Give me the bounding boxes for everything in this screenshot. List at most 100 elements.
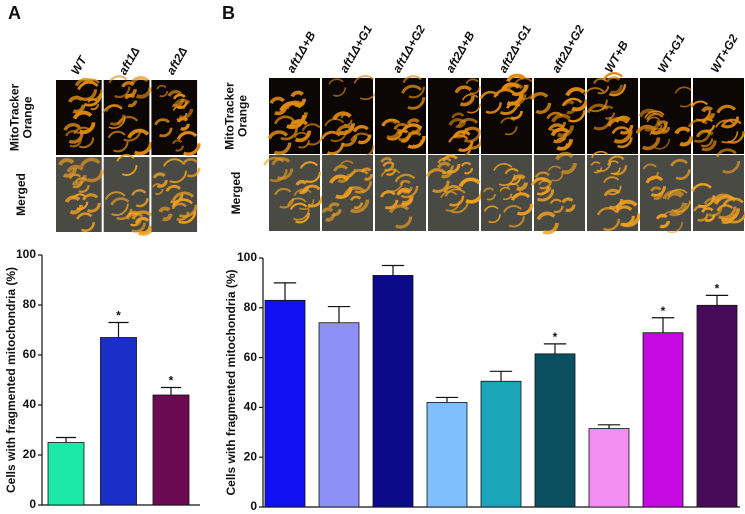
column-label: aft2Δ+B: [443, 29, 478, 75]
column-label: WT+G1: [655, 32, 688, 75]
mitochondria: [590, 150, 612, 172]
mitochondria: [715, 104, 740, 129]
mitochondria: [457, 177, 484, 204]
y-tick-label: 40: [23, 397, 37, 411]
mitochondria: [719, 118, 745, 144]
mitochondria: [352, 124, 372, 145]
mitochondria: [424, 168, 450, 193]
mitochondria: [381, 161, 397, 176]
mitochondria: [162, 158, 188, 184]
mitochondria: [320, 130, 345, 155]
mitochondria: [73, 77, 98, 101]
y-tick-label: 80: [244, 300, 258, 314]
column-label: WT: [68, 52, 90, 77]
mitochondria: [689, 100, 711, 122]
mitochondria: [75, 212, 95, 232]
mitochondria: [592, 77, 610, 95]
mitochondria: [460, 161, 474, 175]
mitochondria: [701, 118, 715, 132]
bar: [696, 304, 738, 508]
mitochondria: [327, 202, 342, 217]
mitochondria: [400, 123, 426, 149]
bar: [642, 332, 684, 508]
mitochondria: [439, 190, 461, 212]
mitochondria: [71, 193, 89, 211]
mitochondria: [388, 204, 413, 229]
mitochondria: [436, 157, 454, 175]
mitochondria: [172, 93, 188, 110]
mitochondria: [660, 210, 684, 234]
significance-marker: *: [715, 282, 720, 296]
row-label: Orange: [21, 96, 35, 138]
y-tick-label: 0: [250, 499, 257, 513]
y-tick-label: 100: [237, 250, 257, 264]
mitochondria: [483, 205, 501, 224]
mitochondria: [68, 173, 84, 189]
column-label: WT+G2: [708, 32, 741, 75]
mitochondria: [656, 120, 671, 134]
mitochondria: [181, 158, 201, 178]
mitochondria: [299, 161, 321, 183]
y-tick-label: 60: [244, 350, 258, 364]
mitochondria: [327, 78, 347, 97]
mitochondria: [613, 199, 642, 228]
column-label: aft1Δ+G1: [337, 22, 375, 75]
mitochondria: [284, 100, 308, 125]
mitochondria: [406, 118, 422, 135]
mitochondria: [714, 148, 741, 174]
mitochondria: [673, 126, 694, 147]
mitochondria: [547, 123, 568, 144]
mitochondria: [534, 171, 553, 190]
mitochondria: [71, 110, 96, 135]
mitochondria: [129, 75, 153, 99]
mitochondria: [550, 113, 575, 138]
mitochondria: [461, 93, 481, 114]
mitochondria: [645, 112, 667, 134]
mitochondria: [590, 161, 603, 174]
row-label: MitoTracker: [223, 82, 237, 150]
mitochondria: [450, 112, 467, 129]
mitochondria: [57, 158, 78, 178]
mitochondria: [268, 96, 288, 116]
mitochondria: [393, 173, 419, 199]
y-tick-label: 100: [16, 247, 36, 261]
mitochondria: [176, 117, 190, 131]
mitochondria: [104, 191, 129, 216]
mitochondria: [554, 151, 577, 175]
mitochondria: [549, 198, 564, 214]
mitochondria: [506, 73, 529, 96]
mitochondria: [529, 177, 555, 202]
column-label: aft2Δ+G2: [549, 22, 587, 75]
mitochondria: [582, 87, 608, 113]
mitochondria: [107, 75, 131, 99]
mitochondria: [401, 75, 425, 99]
mitochondria: [286, 197, 310, 221]
mitochondria: [505, 102, 523, 120]
mitochondria: [511, 174, 528, 191]
mitochondria: [498, 186, 513, 201]
mitochondria: [65, 164, 87, 186]
mitochondria: [64, 129, 83, 148]
mitochondria: [109, 197, 133, 221]
mitochondria: [560, 197, 576, 213]
micrograph: [375, 78, 426, 154]
mitochondria: [175, 130, 201, 156]
row-label: Merged: [229, 172, 243, 215]
mitochondria: [292, 188, 315, 211]
bar: [480, 380, 522, 508]
significance-marker: *: [169, 374, 174, 388]
column-label: aft1Δ+B: [284, 29, 319, 75]
mitochondria: [648, 127, 671, 150]
mitochondria: [585, 103, 613, 131]
significance-marker: *: [661, 304, 666, 318]
bar: [100, 337, 137, 506]
mitochondria: [464, 78, 481, 95]
bar: [588, 428, 630, 508]
mitochondria: [328, 174, 353, 200]
bar: [372, 275, 414, 508]
mitochondria: [115, 115, 142, 142]
mitochondria: [715, 204, 736, 224]
mitochondria: [690, 183, 716, 208]
mitochondria: [331, 111, 355, 136]
y-axis-label: Cells with fragmented mitochondria (%): [224, 269, 238, 495]
